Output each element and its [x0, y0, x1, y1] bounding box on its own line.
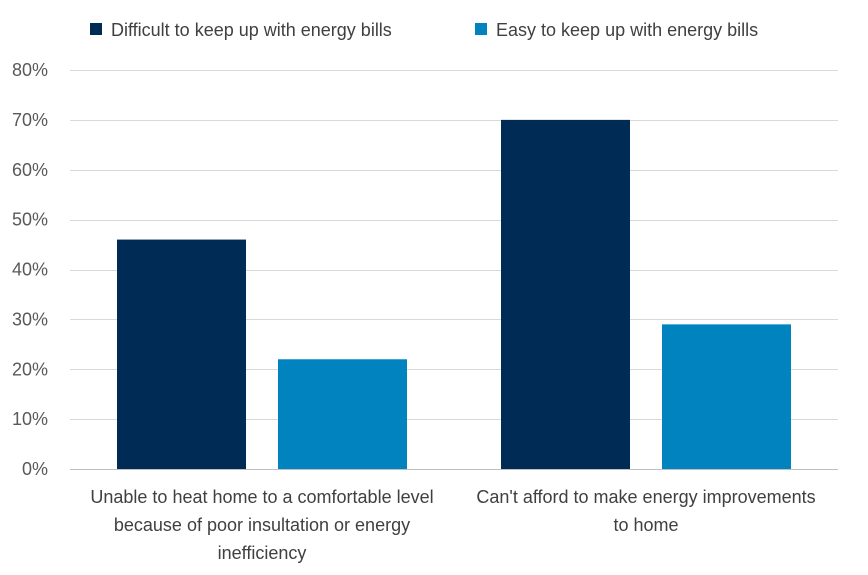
y-tick-label: 50%	[12, 210, 48, 230]
x-category-label: Can't afford to make energy improvements	[476, 487, 815, 507]
x-axis: Unable to heat home to a comfortable lev…	[90, 487, 815, 563]
legend-label-difficult: Difficult to keep up with energy bills	[111, 20, 392, 40]
x-category-label: because of poor insultation or energy	[114, 515, 410, 535]
x-category-label: inefficiency	[218, 543, 307, 563]
legend-label-easy: Easy to keep up with energy bills	[496, 20, 758, 40]
x-category-label: to home	[613, 515, 678, 535]
y-tick-label: 10%	[12, 409, 48, 429]
y-tick-label: 20%	[12, 359, 48, 379]
legend-swatch-difficult	[90, 23, 102, 35]
y-tick-label: 70%	[12, 110, 48, 130]
y-tick-label: 40%	[12, 260, 48, 280]
bar-easy-1	[278, 359, 407, 469]
y-tick-label: 30%	[12, 309, 48, 329]
bar-difficult-2	[501, 119, 630, 469]
x-category-label: Unable to heat home to a comfortable lev…	[90, 487, 433, 507]
y-tick-label: 0%	[22, 459, 48, 479]
legend: Difficult to keep up with energy bills Ea…	[90, 20, 758, 40]
bars	[117, 119, 791, 469]
y-axis: 0% 10% 20% 30% 40% 50% 60% 70% 80%	[12, 60, 48, 479]
y-tick-label: 80%	[12, 60, 48, 80]
bar-difficult-1	[117, 239, 246, 469]
bar-easy-2	[662, 324, 791, 469]
y-tick-label: 60%	[12, 160, 48, 180]
legend-swatch-easy	[475, 23, 487, 35]
